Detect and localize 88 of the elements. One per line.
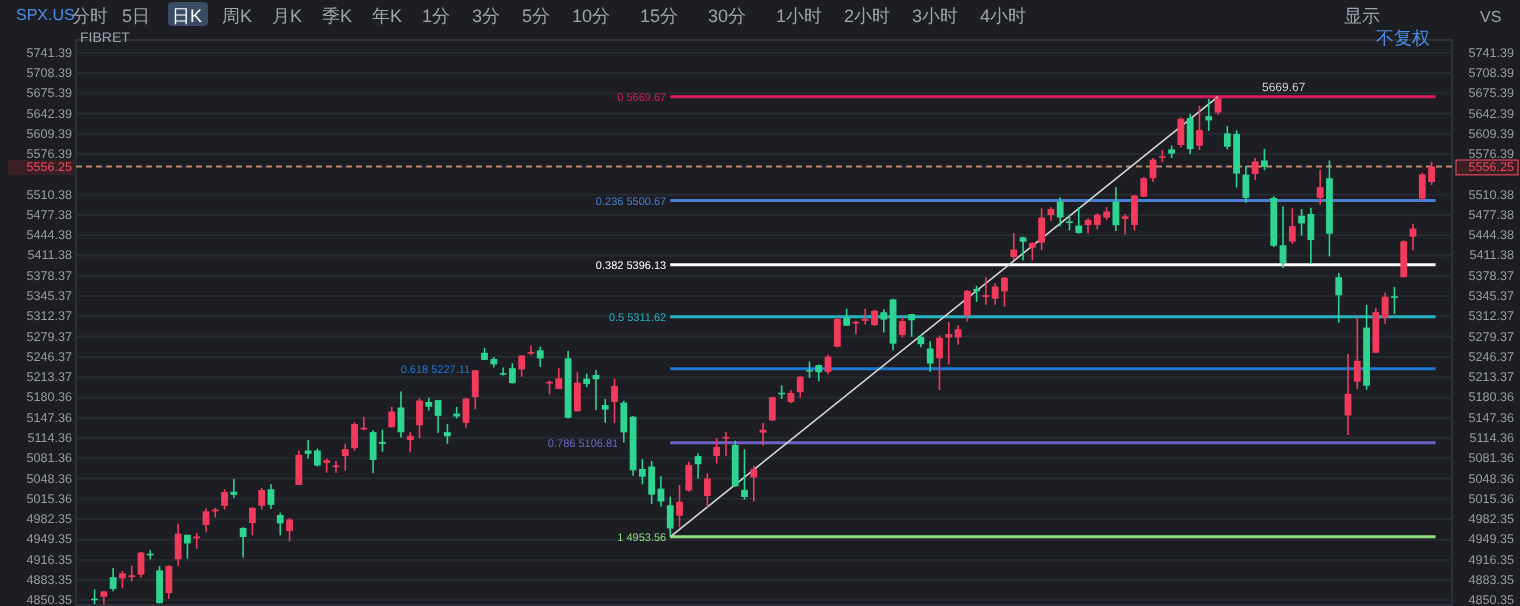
candlestick <box>1261 147 1268 172</box>
text: 年K <box>372 6 403 26</box>
text: VS <box>1480 8 1502 26</box>
candlestick <box>193 532 201 550</box>
candlestick <box>174 522 182 567</box>
candlestick <box>898 316 906 339</box>
candlestick <box>731 439 739 488</box>
candlestick <box>1391 286 1398 315</box>
candlestick <box>258 487 266 511</box>
candlestick <box>1288 207 1296 245</box>
text: 30分 <box>708 6 747 26</box>
candlestick <box>1335 272 1343 324</box>
candlestick <box>1186 112 1194 156</box>
candlestick <box>1242 165 1250 204</box>
candlestick <box>221 488 228 511</box>
candlestick <box>518 354 526 378</box>
candlestick <box>1056 196 1064 228</box>
candlestick <box>527 344 535 357</box>
text: 10分 <box>572 6 611 26</box>
candlestick <box>945 321 953 366</box>
candlestick <box>1205 98 1213 132</box>
text: 显示 <box>1344 6 1380 26</box>
candlestick <box>1400 239 1408 279</box>
candlestick <box>239 526 247 559</box>
candlestick <box>713 437 721 465</box>
candlestick <box>230 477 238 499</box>
candlestick <box>703 472 711 508</box>
text: 3小时 <box>912 6 959 26</box>
text: 日K <box>172 6 203 26</box>
text: 5分 <box>522 6 551 26</box>
candlestick <box>416 397 423 440</box>
candlestick <box>1353 315 1361 390</box>
candlestick <box>1316 168 1324 206</box>
candlestick <box>165 564 173 600</box>
candlestick <box>286 517 293 543</box>
candlestick <box>908 313 916 338</box>
candlestick <box>685 460 693 493</box>
candlestick <box>443 423 451 445</box>
candlestick <box>341 442 349 472</box>
candlestick <box>750 465 758 503</box>
annotation: 不复权 <box>1376 28 1430 48</box>
candlestick <box>267 483 275 510</box>
text: 季K <box>322 6 353 26</box>
text: 1小时 <box>776 6 823 26</box>
text: 3分 <box>472 6 501 26</box>
candlestick <box>796 375 804 399</box>
candlestick <box>1214 95 1222 116</box>
candlestick <box>1038 207 1046 251</box>
text: 周K <box>222 6 253 26</box>
candlestick <box>573 371 581 413</box>
text: 1分 <box>422 6 451 26</box>
candlestick <box>601 398 609 424</box>
candlestick <box>1010 232 1018 261</box>
candlestick <box>1196 104 1203 151</box>
candlestick <box>508 362 516 385</box>
text: 4小时 <box>980 6 1027 26</box>
candlestick <box>936 334 943 392</box>
candlestick <box>759 422 767 447</box>
candlestick <box>611 377 618 424</box>
candlestick <box>295 449 303 486</box>
candlestick <box>963 289 971 323</box>
candlestick <box>471 369 479 411</box>
candlestick <box>536 345 544 368</box>
candlestick <box>1075 206 1083 235</box>
candlestick <box>406 431 414 454</box>
candlestick <box>249 506 256 537</box>
text: 月K <box>272 6 303 26</box>
candlestick <box>741 448 748 501</box>
candlestick <box>676 484 683 529</box>
candlestick <box>202 507 210 534</box>
candlestick <box>1251 157 1259 181</box>
candlestick <box>109 567 117 593</box>
text: 5日 <box>122 6 151 26</box>
text: 2小时 <box>844 6 891 26</box>
candlestick <box>156 565 163 605</box>
text: 15分 <box>640 6 679 26</box>
candlestick <box>666 495 674 538</box>
candlestick <box>332 460 340 474</box>
candlestick <box>388 406 396 429</box>
chart-title: SPX.US <box>16 6 75 24</box>
candlestick <box>833 316 841 349</box>
candlestick <box>1177 116 1185 149</box>
text: 分时 <box>72 6 108 26</box>
candlestick <box>768 396 776 422</box>
candlestick <box>1028 241 1036 262</box>
candlestick <box>1112 186 1120 232</box>
candlestick <box>926 340 934 373</box>
candlestick <box>276 511 284 537</box>
